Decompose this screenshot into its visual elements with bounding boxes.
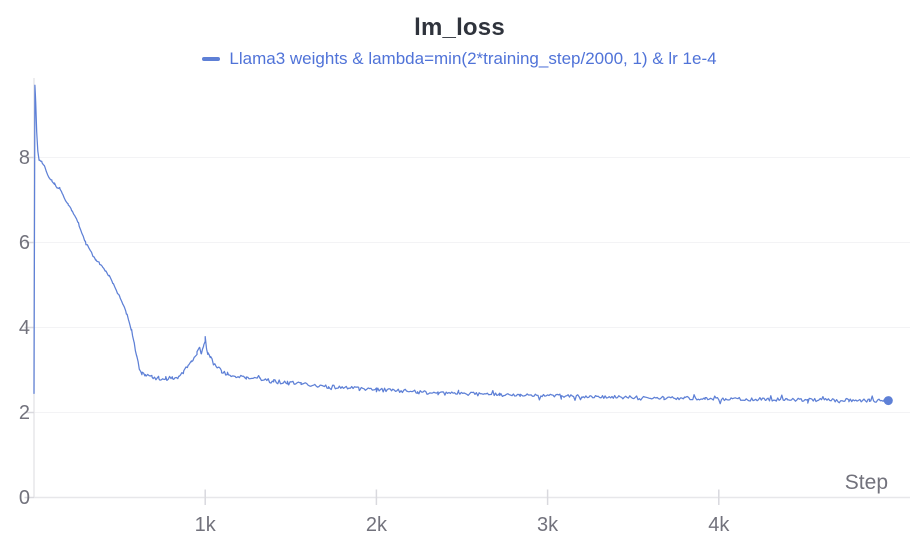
legend-run-label: Llama3 weights & lambda=min(2*training_s… [229,49,717,68]
legend-line-marker [202,57,221,61]
last-point-dot [883,396,893,406]
legend[interactable]: Llama3 weights & lambda=min(2*training_s… [0,49,919,69]
loss-line [33,84,889,405]
chart-title: lm_loss [414,14,505,41]
